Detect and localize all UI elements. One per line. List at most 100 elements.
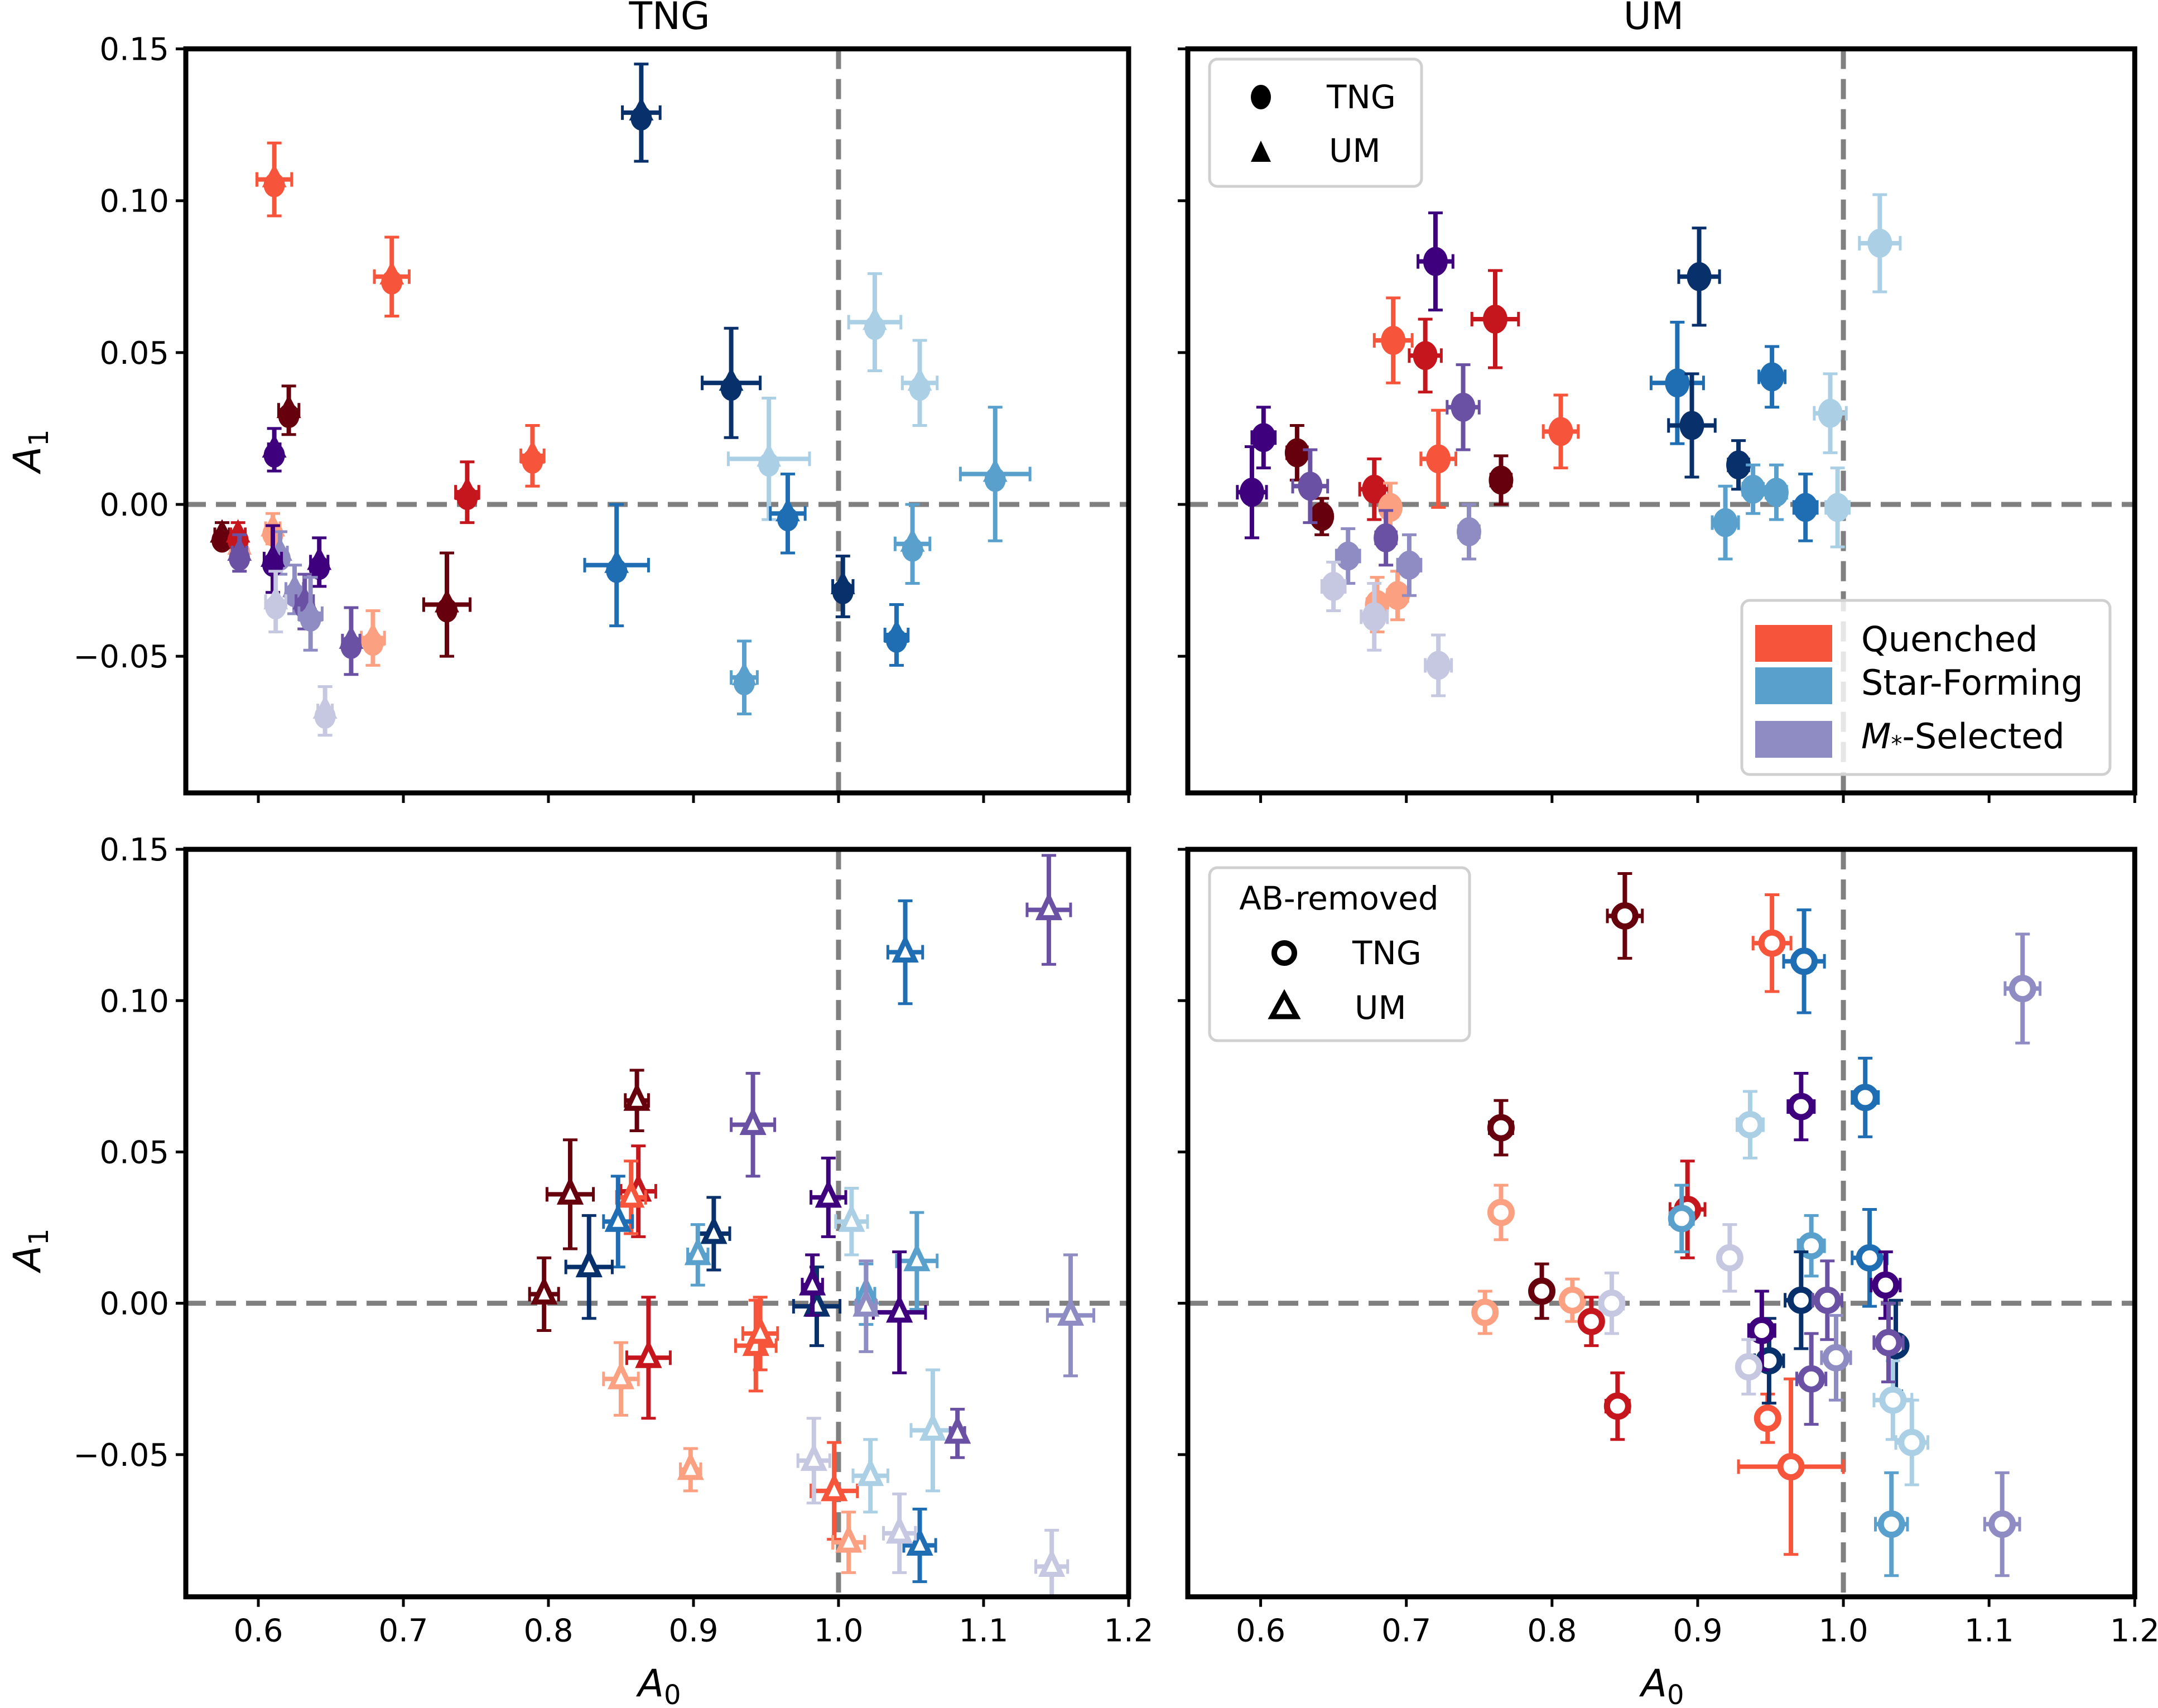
circle-marker — [1754, 1404, 1781, 1432]
y-tick-label: 0.05 — [99, 1134, 169, 1171]
data-point — [564, 1214, 614, 1320]
triangle-marker — [719, 367, 744, 391]
circle-marker — [2008, 975, 2036, 1003]
circle-marker — [1713, 508, 1738, 537]
triangle-marker — [520, 440, 545, 464]
data-point — [1396, 533, 1423, 597]
data-point — [1735, 1338, 1762, 1396]
triangle-marker — [282, 574, 307, 598]
star-forming-swatch — [1755, 667, 1832, 704]
triangle-marker — [604, 1203, 632, 1232]
data-point — [1456, 503, 1481, 561]
data-point — [360, 609, 386, 667]
triangle-marker — [815, 1179, 842, 1208]
y-tick-label: 0.00 — [99, 1286, 169, 1322]
circle-marker — [1813, 1286, 1841, 1314]
x-tick-label: 1.0 — [1819, 1613, 1868, 1649]
axes-frame — [183, 46, 1131, 796]
data-point — [1360, 581, 1389, 652]
data-point — [851, 1438, 889, 1514]
data-point — [1757, 345, 1787, 409]
filled-triangle-icon — [1251, 141, 1271, 162]
data-point — [1408, 317, 1443, 394]
data-point — [1487, 1183, 1515, 1242]
circle-marker — [1528, 1277, 1556, 1305]
y-tick-label: 0.15 — [99, 32, 169, 68]
data-point — [1711, 484, 1740, 561]
data-point — [1558, 1277, 1586, 1323]
data-point — [1374, 509, 1399, 567]
data-point — [677, 1447, 704, 1493]
circle-marker — [1396, 550, 1422, 580]
circle-marker — [1736, 1111, 1764, 1139]
data-point — [1737, 1377, 1845, 1556]
legend-item-um: UM — [1329, 132, 1381, 170]
circle-marker — [1423, 247, 1448, 276]
circle-marker — [1777, 1453, 1805, 1481]
data-point — [1528, 1262, 1556, 1320]
circle-marker — [1760, 362, 1785, 392]
triangle-marker — [684, 1237, 711, 1266]
data-point — [847, 272, 903, 372]
triangle-marker — [379, 261, 404, 285]
quenched-swatch — [1755, 625, 1832, 662]
triangle-marker — [531, 1276, 558, 1305]
series-quenched — [1284, 269, 1580, 634]
triangle-marker — [604, 549, 629, 573]
data-point — [852, 1259, 880, 1353]
circle-marker — [1413, 341, 1438, 371]
circle-marker — [1679, 411, 1704, 440]
data-point — [1764, 463, 1789, 521]
circle-marker — [1309, 502, 1335, 531]
data-point — [339, 606, 364, 676]
circle-marker — [1239, 478, 1264, 507]
x-tick-label: 1.2 — [1104, 1613, 1153, 1649]
x-tick-label: 0.8 — [523, 1613, 573, 1649]
circle-marker — [1362, 602, 1387, 632]
data-point — [297, 576, 324, 652]
data-point — [1751, 893, 1793, 993]
circle-marker — [1377, 493, 1403, 522]
data-point — [726, 396, 811, 521]
axes-frame — [183, 846, 1131, 1600]
data-point — [1741, 463, 1766, 515]
triangle-marker — [775, 498, 800, 522]
circle-marker — [1426, 651, 1451, 680]
triangle-marker — [455, 477, 480, 501]
series-star-forming — [564, 899, 956, 1584]
triangle-marker — [900, 528, 925, 552]
data-point — [1851, 1208, 1889, 1308]
circle-marker — [1872, 1271, 1900, 1299]
data-point — [1811, 1259, 1843, 1341]
triangle-marker — [618, 1179, 645, 1208]
data-point — [871, 1250, 927, 1374]
series-m-selected — [227, 427, 364, 737]
data-point — [831, 1510, 866, 1574]
circle-marker — [1456, 517, 1481, 546]
data-point — [810, 1156, 847, 1238]
data-point — [1320, 560, 1347, 612]
data-point — [1470, 269, 1520, 369]
series-star-forming — [1649, 193, 1902, 561]
data-points — [1471, 872, 2042, 1577]
data-point — [1358, 457, 1390, 521]
circle-marker — [1879, 1386, 1907, 1414]
triangle-marker — [835, 1524, 863, 1553]
triangle-marker — [838, 1203, 865, 1232]
triangle-marker — [1038, 1548, 1066, 1577]
data-point — [1667, 372, 1717, 479]
data-point — [1372, 296, 1414, 384]
x-tick-label: 0.9 — [668, 1613, 718, 1649]
panel-top-right — [1178, 46, 2137, 803]
data-point — [1786, 1071, 1816, 1142]
circle-marker — [1726, 450, 1751, 480]
data-point — [944, 1407, 971, 1459]
data-points — [528, 854, 1096, 1597]
data-point — [1858, 193, 1902, 294]
data-point — [909, 1368, 956, 1493]
circle-marker — [1822, 1344, 1850, 1372]
data-point — [1754, 1392, 1781, 1444]
mstar-selected-swatch — [1755, 721, 1832, 758]
circle-marker — [1451, 392, 1476, 422]
